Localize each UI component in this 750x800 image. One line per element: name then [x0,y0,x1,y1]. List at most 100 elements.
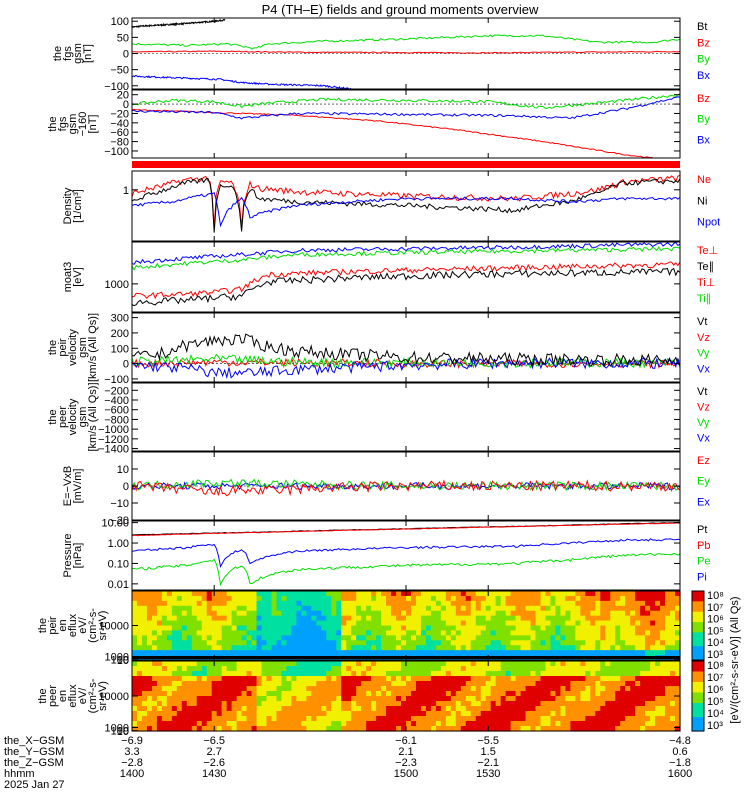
y-tick-label: −50 [110,65,129,77]
legend-entry: Ni [697,195,707,207]
y-axis-label: [eV] [72,267,84,287]
y-tick-label: −1000 [98,424,129,436]
panel-peir_en: 10⁸10⁷10⁶10⁵10⁴10³10000100010010thepeire… [37,590,724,667]
footer-value: 3.3 [124,746,139,758]
series-line-fgs-3 [131,74,352,90]
series-line-fgs-0 [131,18,226,29]
status-bar [132,161,680,168]
series-line-pressure-2 [131,538,681,568]
footer-value: −2.3 [395,757,417,769]
legend-entry: By [697,54,710,66]
y-tick-label: 0 [123,49,129,61]
legend-entry: By [697,114,710,126]
footer: the_X−GSM −6.9 −6.5 −6.1 −5.5 −4.8 the_Y−GSM 3.… [4,735,692,791]
y-axis-label: −160 [77,112,89,137]
y-tick-label: −40 [110,118,129,130]
y-axis-label: [km/s (All Qs)] [87,313,99,382]
panel-temp: 1000 moat3[eV] Te⊥ Te∥ Ti⊥ Ti∥ [62,241,718,313]
y-axis-label: gsm [77,407,89,428]
footer-value: −6.5 [203,735,225,747]
panel-frame [131,382,681,452]
y-tick-label: 50 [117,32,129,44]
panel-frame [131,520,681,591]
footer-value: 1.5 [481,746,496,758]
footer-row-label: the_Z−GSM [4,757,64,769]
legend-entry: Pb [697,540,710,552]
legend-entry: Pt [697,524,707,536]
colorbar-tick: 10⁵ [707,625,724,637]
panels: 100500−50−100thefgsgsm[nT]BtBzByBx200−20… [37,16,741,738]
y-axis-label: (cm²-s- [87,608,99,643]
colorbar-tick: 10⁶ [707,684,724,696]
chart-title: P4 (TH–E) fields and ground moments over… [262,2,539,17]
legend-entry: Npot [697,217,720,229]
y-tick-label: −100 [104,146,129,158]
y-tick-label: −1400 [98,444,129,456]
y-axis-label: peir [57,338,69,357]
y-axis-label: peir [47,616,59,635]
y-axis-label: E=−VxB [62,466,74,506]
footer-value: 1600 [668,768,692,780]
colorbar-tick: 10³ [707,720,723,732]
y-axis-label: the [47,340,59,355]
y-tick-label: 1000 [105,652,129,664]
y-axis-label: the [37,688,49,703]
y-tick-label: −200 [104,385,129,397]
y-axis-label: eflux [67,684,79,708]
y-tick-label: −80 [110,137,129,149]
legend-entry: Bx [697,70,710,82]
series-line-density-0 [131,174,681,227]
panel-peer: −200−400−600−800−1000−1200−1400 thepeerve… [47,382,710,455]
footer-value: 0.6 [672,746,687,758]
series-line-fgs-2 [132,34,681,50]
series-line-pressure-1 [131,522,681,537]
y-axis-label: Density [62,187,74,224]
legend-entry: Te∥ [697,261,714,273]
y-axis-label: eV/ [77,616,89,633]
y-tick-label: 100 [111,726,129,738]
y-tick-label: −1200 [98,434,129,446]
colorbar-tick: 10⁸ [707,660,724,672]
y-axis-label: moat3 [62,262,74,293]
footer-value: −1.8 [669,757,691,769]
y-tick-label: 100 [111,655,129,667]
legend-entry: Ne [697,174,711,186]
legend-entry: Ez [697,455,710,467]
footer-value: −5.5 [477,735,499,747]
y-axis-label: [nT] [87,115,99,134]
legend-entry: Ey [697,476,710,488]
y-axis-label: the [47,409,59,424]
y-axis-label: peer [47,685,59,707]
y-tick-label: 100 [111,343,129,355]
legend-entry: Vz [697,332,710,344]
y-axis-label: eV/ [77,687,89,704]
legend-entry: Ti⊥ [697,277,715,289]
panel-frame [131,241,681,313]
y-tick-label: 0 [123,481,129,493]
y-tick-label: 100 [111,16,129,28]
y-axis-label: (cm²-s- [87,678,99,713]
legend-entry: Vy [697,417,710,429]
legend-entry: Vz [697,402,710,414]
y-axis-label: [mV/m] [72,469,84,504]
y-tick-label: 0 [123,99,129,111]
y-axis-label: velocity [67,398,79,435]
panel-peer_en: 10⁸10⁷10⁶10⁵10⁴10³10000100010010thepeere… [37,660,724,738]
y-axis-label: [nT] [82,44,94,63]
series-line-temp-1 [131,241,681,265]
y-tick-label: −400 [104,395,129,407]
y-tick-label: 0.01 [108,579,129,591]
y-axis-label: en [57,619,69,631]
y-tick-label: 1000 [105,279,129,291]
y-axis-label: the [52,46,64,61]
legend-entry: Vy [697,348,710,360]
legend-entry: Vt [697,386,707,398]
series-line-pressure-3 [131,552,681,587]
footer-value: −4.8 [669,735,691,747]
y-axis-label: velocity [67,329,79,366]
